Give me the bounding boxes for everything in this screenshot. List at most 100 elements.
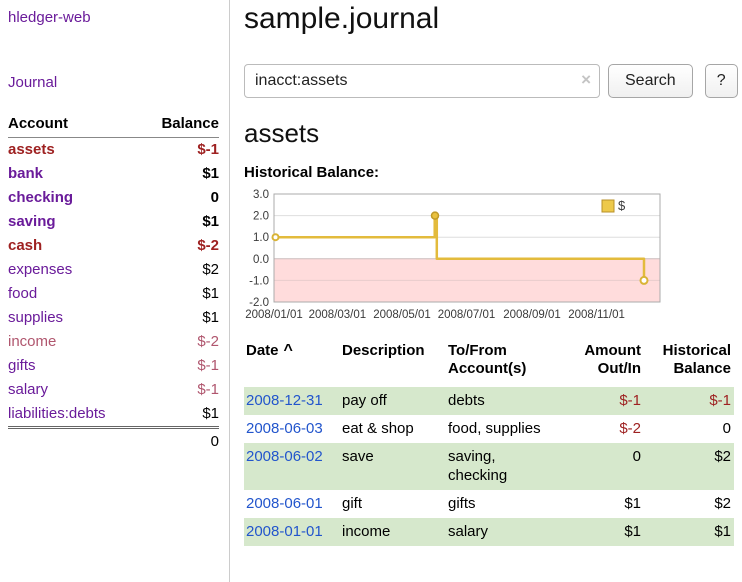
search-form: × Search ? bbox=[244, 64, 738, 98]
transaction-accounts: debts bbox=[448, 392, 485, 409]
main-content: sample.journal × Search ? assets Histori… bbox=[230, 0, 742, 582]
chart-y-axis-labels: 3.0 2.0 1.0 0.0 -1.0 -2.0 bbox=[249, 189, 269, 309]
account-link-cash[interactable]: cash bbox=[8, 237, 43, 254]
account-balance: $-1 bbox=[197, 381, 219, 398]
transaction-balance: 0 bbox=[722, 420, 731, 437]
register-header-balance: Historical Balance bbox=[662, 342, 731, 377]
chart-legend: $ bbox=[601, 198, 626, 213]
chart-title: Historical Balance: bbox=[244, 164, 380, 181]
chart-border bbox=[273, 193, 661, 303]
svg-text:2008/05/01: 2008/05/01 bbox=[373, 309, 431, 321]
account-link-gifts[interactable]: gifts bbox=[8, 357, 36, 374]
transaction-date-link[interactable]: 2008-01-01 bbox=[246, 523, 323, 540]
transaction-amount: $1 bbox=[624, 495, 641, 512]
account-balance: $-2 bbox=[197, 237, 219, 254]
transaction-description: eat & shop bbox=[342, 420, 414, 437]
account-link-liabilities-debts[interactable]: liabilities:debts bbox=[8, 405, 106, 422]
transaction-date-link[interactable]: 2008-06-02 bbox=[246, 448, 323, 465]
account-link-supplies[interactable]: supplies bbox=[8, 309, 64, 326]
svg-text:-1.0: -1.0 bbox=[249, 275, 269, 287]
account-link-assets[interactable]: assets bbox=[8, 141, 55, 158]
accounts-header-account: Account bbox=[8, 113, 141, 138]
account-link-checking[interactable]: checking bbox=[8, 189, 74, 206]
transaction-accounts: salary bbox=[448, 523, 489, 540]
transaction-accounts: food, supplies bbox=[448, 420, 541, 437]
transaction-description: pay off bbox=[342, 392, 387, 409]
transaction-balance: $2 bbox=[714, 448, 731, 465]
accounts-total-row: 0 bbox=[8, 426, 219, 454]
transaction-accounts: gifts bbox=[448, 495, 476, 512]
svg-text:0.0: 0.0 bbox=[253, 254, 269, 266]
svg-text:2008/07/01: 2008/07/01 bbox=[438, 309, 496, 321]
journal-link[interactable]: Journal bbox=[8, 74, 58, 91]
date-header-label: Date bbox=[246, 342, 279, 359]
accounts-header-row: Account Balance bbox=[8, 113, 219, 138]
transaction-description: save bbox=[342, 448, 374, 465]
account-link-food[interactable]: food bbox=[8, 285, 38, 302]
transaction-description: gift bbox=[342, 495, 363, 512]
transaction-amount: $1 bbox=[624, 523, 641, 540]
transaction-balance: $-1 bbox=[709, 392, 731, 409]
transaction-balance: $1 bbox=[714, 523, 731, 540]
transaction-amount: 0 bbox=[632, 448, 641, 465]
transaction-amount: $-2 bbox=[619, 420, 641, 437]
help-button[interactable]: ? bbox=[704, 64, 738, 98]
chart-x-axis-labels: 2008/01/01 2008/03/01 2008/05/01 2008/07… bbox=[245, 309, 625, 321]
transaction-date-link[interactable]: 2008-12-31 bbox=[246, 392, 323, 409]
search-input[interactable] bbox=[244, 64, 600, 98]
register-row: 2008-06-02 save saving, checking 0 $2 bbox=[244, 443, 734, 490]
register-row: 2008-06-01 gift gifts $1 $2 bbox=[244, 490, 734, 518]
account-balance: $1 bbox=[202, 213, 219, 230]
search-button[interactable]: Search bbox=[608, 64, 693, 98]
account-row: salary $-1 bbox=[8, 378, 219, 402]
svg-text:2008/11/01: 2008/11/01 bbox=[568, 309, 625, 321]
account-row: expenses $2 bbox=[8, 258, 219, 282]
register-header-date[interactable]: Date ^ bbox=[244, 340, 340, 387]
data-point-start bbox=[271, 233, 280, 242]
account-row: checking 0 bbox=[8, 186, 219, 210]
account-heading: assets bbox=[244, 118, 320, 148]
account-row: supplies $1 bbox=[8, 306, 219, 330]
accounts-total: 0 bbox=[140, 426, 219, 454]
svg-text:2008/01/01: 2008/01/01 bbox=[245, 309, 303, 321]
page-title: sample.journal bbox=[244, 2, 440, 35]
account-link-saving[interactable]: saving bbox=[8, 213, 56, 230]
account-row: gifts $-1 bbox=[8, 354, 219, 378]
register-row: 2008-06-03 eat & shop food, supplies $-2… bbox=[244, 415, 734, 443]
register-header-amount: Amount Out/In bbox=[584, 342, 641, 377]
account-row: liabilities:debts $1 bbox=[8, 402, 219, 428]
register-header-description: Description bbox=[342, 342, 425, 359]
account-balance: $1 bbox=[202, 405, 219, 422]
account-link-salary[interactable]: salary bbox=[8, 381, 49, 398]
register-table: Date ^ Description To/From Account(s) Amo… bbox=[244, 340, 734, 546]
account-balance: $2 bbox=[202, 261, 219, 278]
account-balance: $1 bbox=[202, 309, 219, 326]
account-link-expenses[interactable]: expenses bbox=[8, 261, 73, 278]
svg-text:-2.0: -2.0 bbox=[249, 297, 269, 309]
account-balance: $-1 bbox=[197, 357, 219, 374]
account-balance: $-1 bbox=[197, 141, 219, 158]
account-row: assets $-1 bbox=[8, 138, 219, 163]
balance-chart: 3.0 2.0 1.0 0.0 -1.0 -2.0 2008/01/01 200… bbox=[245, 189, 661, 321]
transaction-accounts: saving, checking bbox=[448, 448, 508, 484]
clear-search-icon[interactable]: × bbox=[581, 70, 591, 89]
app-title-link[interactable]: hledger-web bbox=[8, 9, 91, 26]
account-link-income[interactable]: income bbox=[8, 333, 57, 350]
account-row: food $1 bbox=[8, 282, 219, 306]
sort-ascending-icon: ^ bbox=[283, 342, 293, 359]
svg-text:2008/09/01: 2008/09/01 bbox=[503, 309, 561, 321]
data-point-peak bbox=[430, 211, 440, 220]
transaction-date-link[interactable]: 2008-06-01 bbox=[246, 495, 323, 512]
register-row: 2008-01-01 income salary $1 $1 bbox=[244, 518, 734, 546]
account-row: cash $-2 bbox=[8, 234, 219, 258]
legend-label: $ bbox=[618, 198, 626, 213]
transaction-amount: $-1 bbox=[619, 392, 641, 409]
svg-text:3.0: 3.0 bbox=[253, 189, 269, 201]
accounts-header-balance: Balance bbox=[140, 113, 219, 138]
transaction-date-link[interactable]: 2008-06-03 bbox=[246, 420, 323, 437]
register-header-accounts: To/From Account(s) bbox=[448, 342, 527, 377]
account-link-bank[interactable]: bank bbox=[8, 165, 44, 182]
account-row: bank $1 bbox=[8, 162, 219, 186]
register-row: 2008-12-31 pay off debts $-1 $-1 bbox=[244, 387, 734, 415]
